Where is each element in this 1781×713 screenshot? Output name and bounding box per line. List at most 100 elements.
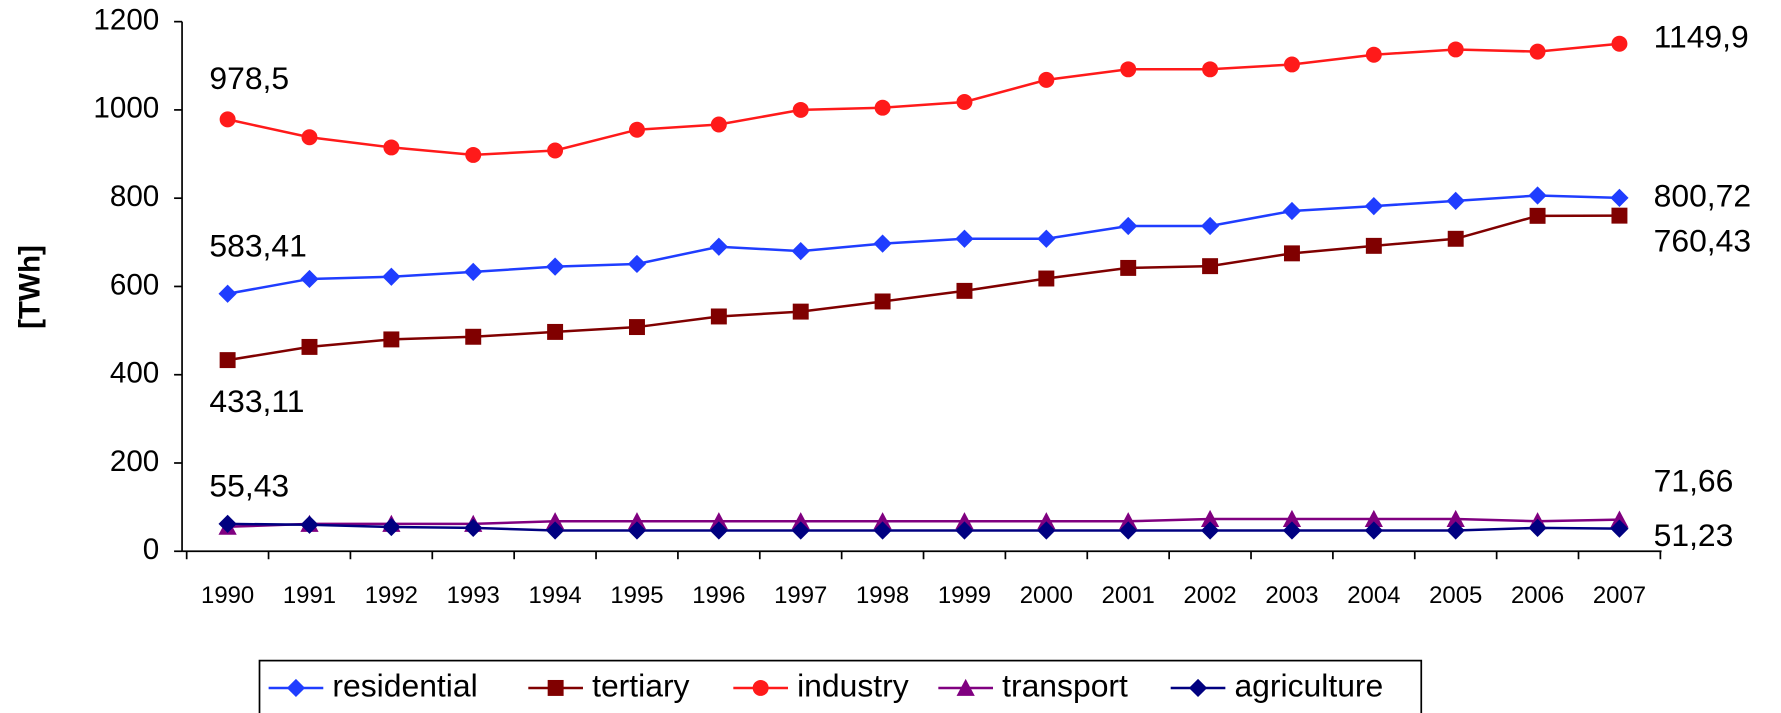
marker	[1610, 188, 1629, 207]
x-tick-label: 1994	[529, 582, 582, 609]
marker	[1528, 518, 1547, 537]
data-label: 760,43	[1654, 222, 1752, 258]
y-tick-label: 600	[110, 268, 159, 301]
marker	[1283, 245, 1300, 262]
legend-label: residential	[332, 667, 477, 703]
legend-label: transport	[1002, 667, 1128, 703]
marker	[383, 139, 400, 156]
marker	[627, 521, 647, 540]
marker	[383, 331, 400, 348]
marker	[791, 242, 810, 261]
marker	[1038, 270, 1055, 287]
marker	[1038, 71, 1055, 88]
series-line	[227, 214, 1620, 362]
marker	[218, 514, 237, 534]
marker	[792, 101, 809, 118]
marker	[1529, 43, 1546, 60]
x-tick-label: 1996	[692, 582, 745, 609]
marker	[1610, 519, 1629, 538]
marker	[791, 521, 810, 540]
marker	[1610, 510, 1629, 528]
marker	[301, 129, 318, 146]
marker	[627, 512, 647, 530]
marker	[1282, 201, 1302, 221]
marker	[956, 93, 973, 110]
marker	[1447, 230, 1464, 247]
marker	[545, 521, 565, 540]
x-tick-label: 1997	[774, 582, 827, 609]
marker	[1120, 259, 1137, 276]
marker	[1365, 237, 1382, 254]
marker	[1202, 61, 1219, 78]
marker	[873, 521, 892, 540]
marker	[1202, 258, 1219, 275]
data-label: 433,11	[209, 383, 304, 419]
marker	[465, 328, 482, 345]
marker	[752, 679, 769, 696]
marker	[956, 678, 975, 696]
marker	[1611, 35, 1628, 52]
marker	[1283, 56, 1300, 73]
marker	[709, 512, 728, 530]
marker	[1119, 521, 1138, 540]
marker	[300, 269, 319, 289]
marker	[219, 352, 236, 369]
data-label: 800,72	[1654, 177, 1752, 213]
x-tick-label: 2006	[1511, 582, 1564, 609]
marker	[547, 142, 564, 159]
marker	[955, 229, 974, 248]
marker	[956, 282, 973, 299]
marker	[1364, 197, 1383, 216]
y-tick-label: 400	[110, 357, 159, 390]
x-tick-label: 1995	[610, 582, 663, 609]
marker	[955, 512, 974, 530]
marker	[1200, 509, 1220, 528]
marker	[1119, 216, 1138, 236]
x-tick-label: 1993	[447, 582, 500, 609]
marker	[1365, 46, 1382, 63]
marker	[873, 234, 892, 253]
x-tick-label: 2004	[1347, 582, 1400, 609]
marker	[1364, 509, 1383, 528]
x-tick-label: 2007	[1593, 582, 1646, 609]
marker	[629, 121, 645, 138]
marker	[300, 515, 319, 534]
y-tick-label: 200	[110, 445, 159, 478]
marker	[218, 284, 237, 303]
marker	[1188, 678, 1208, 698]
series-line	[227, 194, 1620, 296]
marker	[709, 521, 728, 540]
marker	[627, 254, 647, 274]
y-tick-label: 0	[143, 533, 159, 566]
data-label: 55,43	[209, 467, 289, 503]
x-tick-label: 2005	[1429, 582, 1482, 609]
series-line	[227, 522, 1620, 532]
marker	[1119, 512, 1138, 530]
marker	[219, 111, 236, 128]
series-line	[227, 42, 1620, 157]
marker	[1529, 207, 1546, 224]
marker	[1447, 41, 1464, 58]
x-tick-label: 2002	[1183, 582, 1236, 609]
marker	[1611, 207, 1628, 224]
marker	[629, 319, 645, 336]
marker	[710, 116, 727, 133]
x-tick-label: 2003	[1265, 582, 1318, 609]
marker	[465, 146, 482, 163]
legend-label: industry	[797, 667, 909, 703]
marker	[1282, 521, 1302, 540]
marker	[1037, 521, 1056, 540]
marker	[709, 237, 728, 256]
marker	[1446, 191, 1465, 210]
marker	[1037, 229, 1056, 248]
marker	[547, 323, 564, 340]
marker	[1037, 512, 1056, 530]
marker	[301, 338, 318, 355]
x-tick-label: 1999	[938, 582, 991, 609]
data-label: 583,41	[209, 228, 307, 264]
marker	[547, 679, 564, 696]
marker	[792, 303, 809, 320]
marker	[464, 518, 483, 537]
marker	[1446, 521, 1465, 540]
